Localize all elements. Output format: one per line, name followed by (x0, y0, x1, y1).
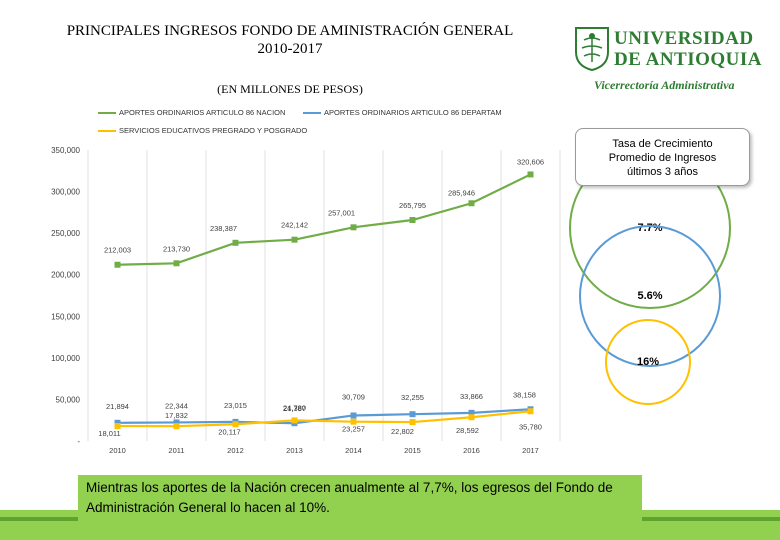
x-tick-label: 2013 (286, 446, 303, 455)
data-label: 213,730 (163, 244, 190, 253)
university-logo: UNIVERSIDAD DE ANTIOQUIA Vicerrectoría A… (572, 22, 772, 92)
legend-label: SERVICIOS EDUCATIVOS PREGRADO Y POSGRADO (119, 126, 308, 135)
y-tick-label: 300,000 (51, 188, 80, 197)
y-tick-label: 100,000 (51, 354, 80, 363)
data-point (291, 417, 298, 424)
data-label: 285,946 (448, 188, 475, 197)
x-tick-label: 2010 (109, 446, 126, 455)
data-point (409, 419, 416, 426)
data-point (114, 261, 121, 268)
y-tick-label: 50,000 (56, 395, 81, 404)
logo-line-3: Vicerrectoría Administrativa (594, 78, 735, 92)
data-label: 23,257 (342, 425, 365, 434)
title-years: 2010-2017 (257, 41, 323, 57)
x-tick-label: 2012 (227, 446, 244, 455)
callout-line-2: Promedio de Ingresos (608, 152, 717, 164)
callout-line-1: Tasa de Crecimiento (612, 138, 713, 150)
data-label: 21,894 (106, 402, 129, 411)
x-tick-label: 2015 (404, 446, 421, 455)
data-point (409, 411, 416, 418)
y-tick-label: 200,000 (51, 271, 80, 280)
data-point (468, 414, 475, 421)
page-title: PRINCIPALES INGRESOS FONDO DE AMINISTRAC… (40, 22, 540, 58)
data-label: 24,780 (283, 403, 306, 412)
legend-label: APORTES ORDINARIOS ARTICULO 86 DEPARTAM (324, 108, 502, 117)
series-line-2 (117, 410, 531, 428)
data-label: 238,387 (210, 224, 237, 233)
logo-line-2: DE ANTIOQUIA (614, 49, 762, 70)
data-point (468, 409, 475, 416)
growth-circle-yellow (605, 319, 691, 405)
data-point (350, 224, 357, 231)
data-label: 20,117 (218, 427, 240, 436)
data-point (173, 260, 180, 267)
data-label: 257,001 (328, 208, 355, 217)
data-point (114, 423, 121, 430)
data-point (350, 418, 357, 425)
data-point (291, 236, 298, 243)
data-label: 18,011 (98, 429, 120, 438)
data-point (409, 217, 416, 224)
page-subtitle: (EN MILLONES DE PESOS) (217, 82, 363, 96)
data-point (232, 239, 239, 246)
data-label: 21,387 (283, 404, 306, 413)
y-tick-label: 150,000 (51, 312, 80, 321)
legend-item-departamento: APORTES ORDINARIOS ARTICULO 86 DEPARTAM (303, 108, 502, 117)
logo-line-1: UNIVERSIDAD (614, 28, 754, 49)
growth-circle-blue (579, 225, 721, 367)
growth-rate-label-yellow: 16% (637, 356, 659, 368)
growth-rate-label-green: 7.7% (637, 222, 662, 234)
data-label: 22,802 (391, 427, 414, 436)
data-label: 23,015 (224, 401, 247, 410)
data-point (468, 200, 475, 207)
callout-line-3: últimos 3 años (627, 166, 698, 178)
data-label: 242,142 (281, 221, 308, 230)
data-label: 320,606 (517, 157, 544, 166)
legend-swatch (303, 112, 321, 115)
data-label: 32,255 (401, 393, 424, 402)
data-point (527, 408, 534, 415)
data-point (173, 419, 180, 426)
x-tick-label: 2016 (463, 446, 480, 455)
data-point (173, 423, 180, 430)
legend-label: APORTES ORDINARIOS ARTICULO 86 NACION (119, 108, 286, 117)
data-label: 17,832 (165, 411, 188, 420)
data-label: 30,709 (342, 392, 365, 401)
data-label: 265,795 (399, 201, 426, 210)
x-tick-label: 2014 (345, 446, 362, 455)
data-point (350, 412, 357, 419)
data-label: 22,344 (165, 401, 188, 410)
legend-swatch (98, 130, 116, 133)
x-tick-label: 2017 (522, 446, 539, 455)
data-label: 38,158 (513, 390, 536, 399)
data-point (232, 421, 239, 428)
growth-rate-label-blue: 5.6% (637, 290, 662, 302)
legend-item-servicios: SERVICIOS EDUCATIVOS PREGRADO Y POSGRADO (98, 126, 307, 135)
data-point (527, 171, 534, 178)
legend-swatch (98, 112, 116, 115)
y-tick-label: 250,000 (51, 229, 80, 238)
series-line-0 (117, 173, 531, 266)
growth-rate-callout: Tasa de Crecimiento Promedio de Ingresos… (575, 128, 750, 186)
data-label: 212,003 (104, 246, 131, 255)
series-line-1 (117, 408, 531, 425)
data-label: 33,866 (460, 392, 483, 401)
y-tick-label: 350,000 (51, 146, 80, 155)
summary-note: Mientras los aportes de la Nación crecen… (78, 475, 642, 521)
x-tick-label: 2011 (168, 446, 184, 455)
title-text: PRINCIPALES INGRESOS FONDO DE AMINISTRAC… (66, 23, 514, 39)
data-label: 28,592 (456, 426, 479, 435)
legend-item-nacion: APORTES ORDINARIOS ARTICULO 86 NACION (98, 108, 285, 117)
data-label: 35,780 (519, 422, 542, 431)
y-tick-label: - (77, 437, 80, 446)
data-point (114, 419, 121, 426)
university-seal-icon (575, 27, 609, 72)
